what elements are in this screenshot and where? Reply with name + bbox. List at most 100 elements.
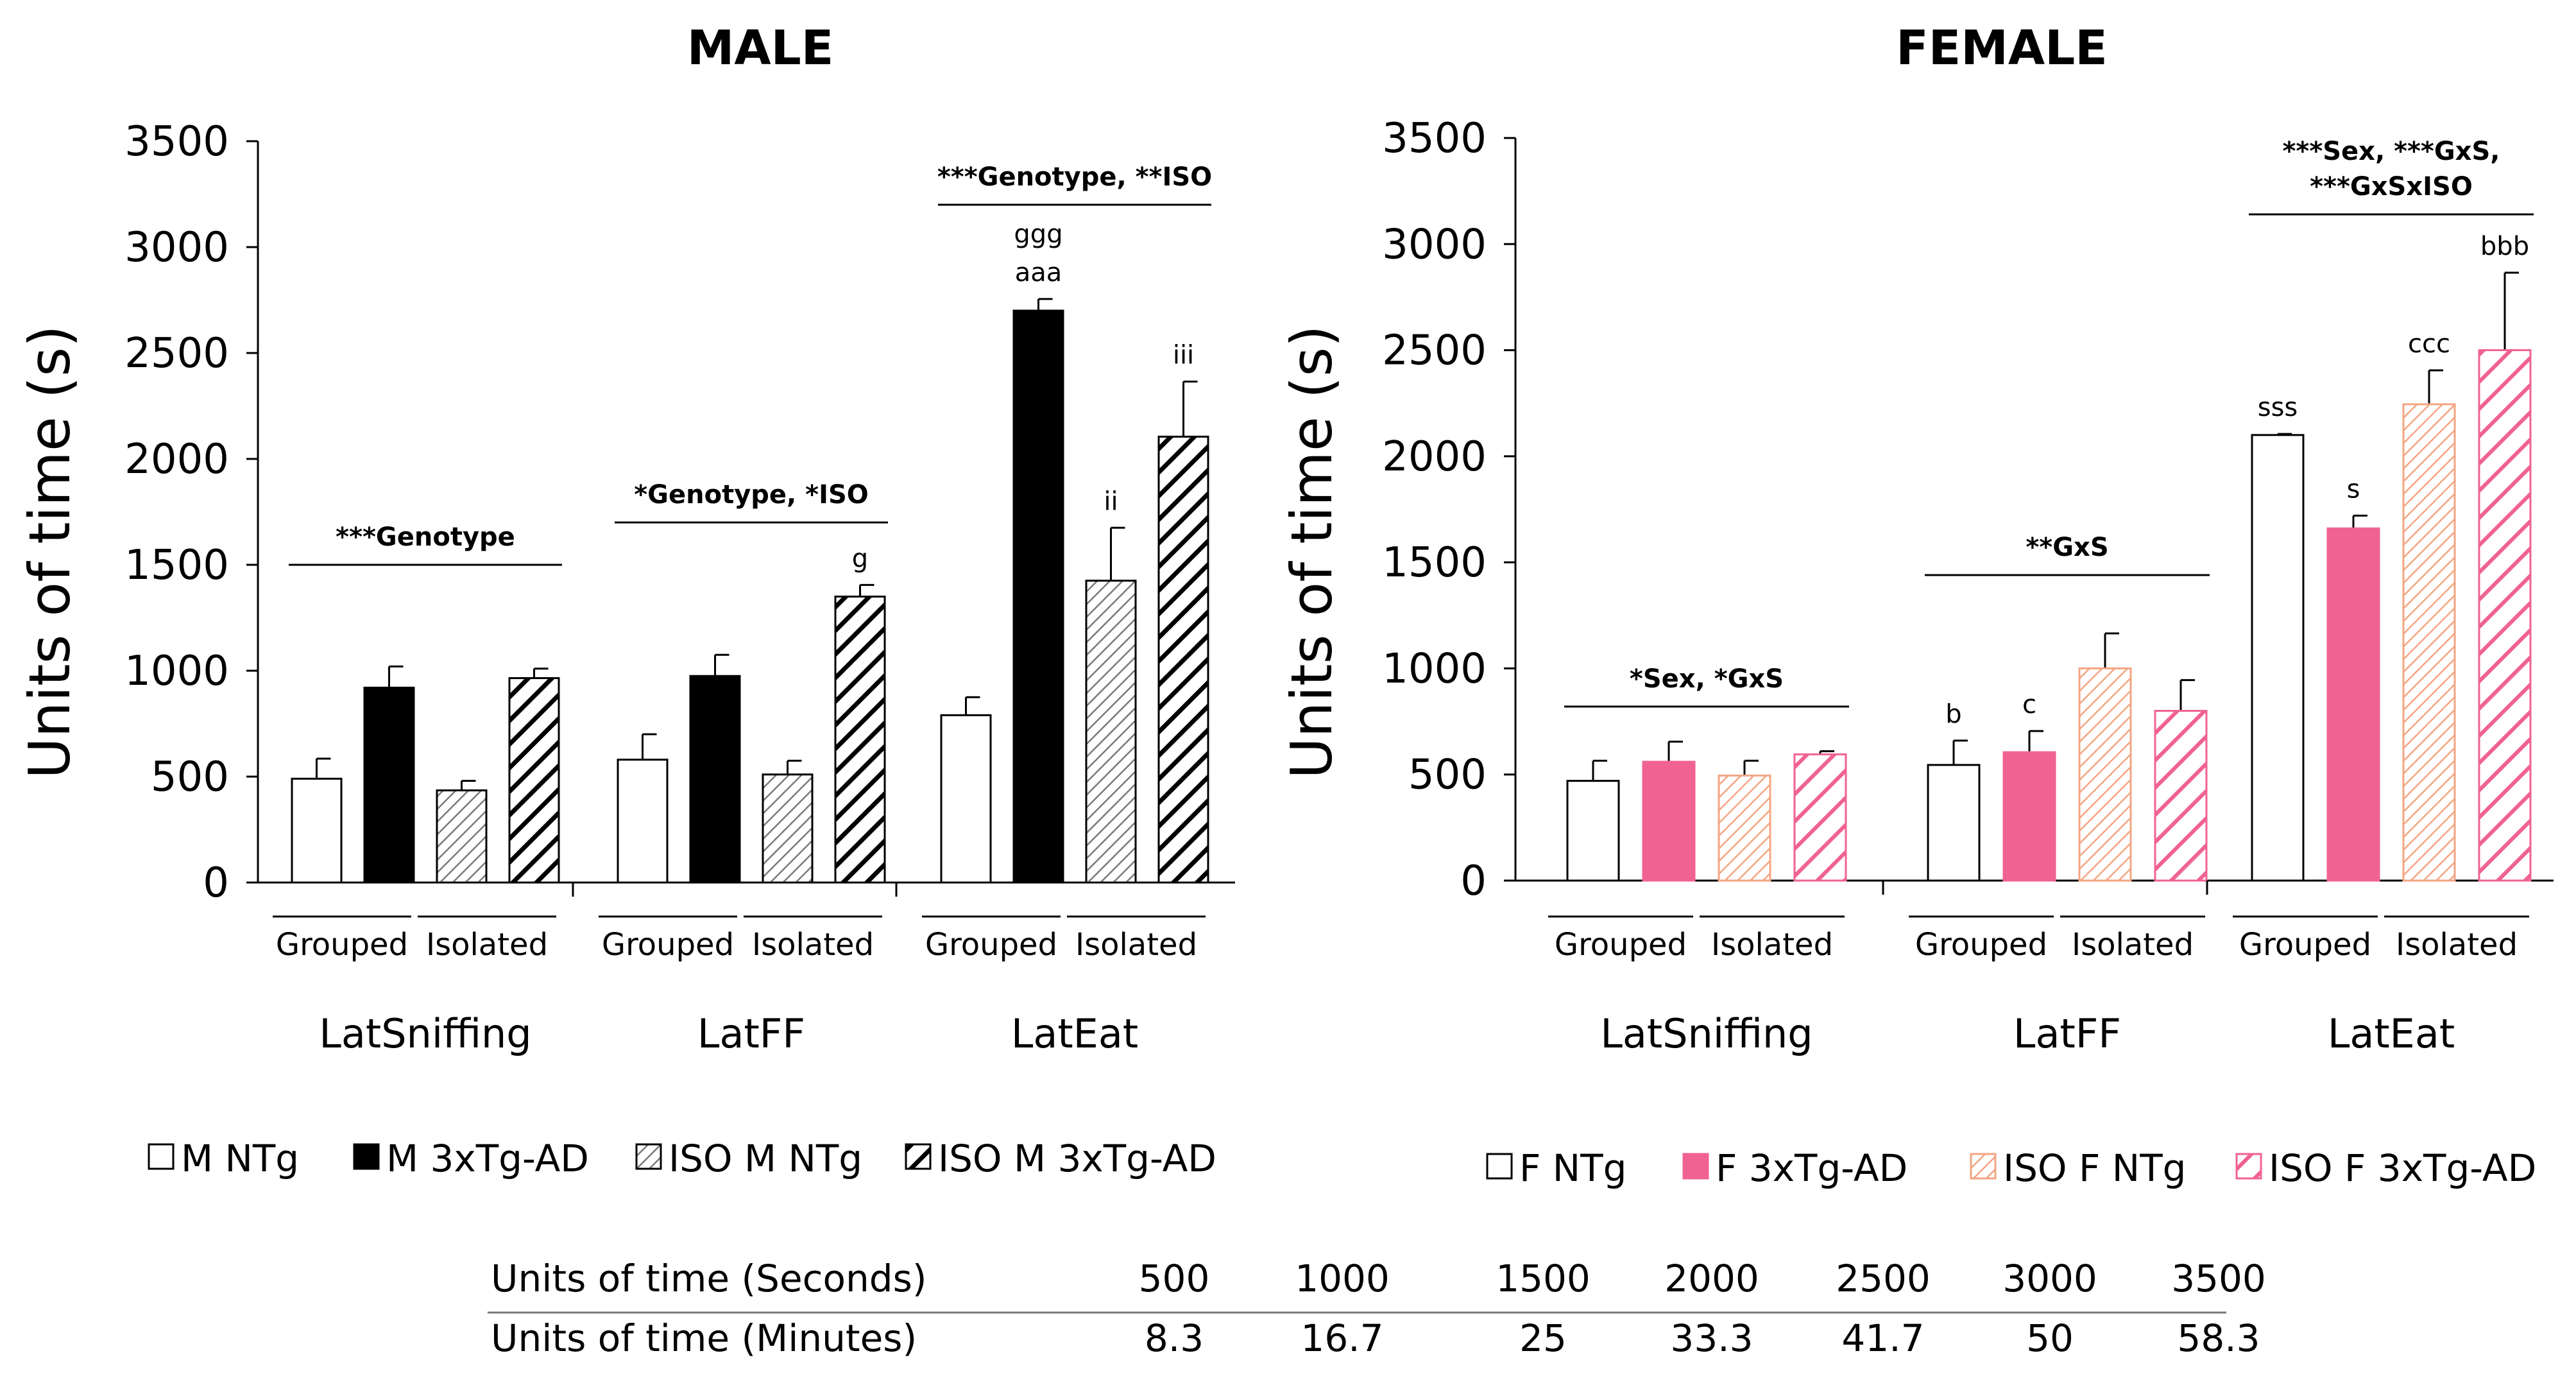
significance-letters: b bbox=[1945, 700, 1961, 729]
chart-title: MALE bbox=[687, 21, 834, 76]
y-tick-label: 1500 bbox=[124, 542, 229, 589]
stat-label: **GxS bbox=[2026, 533, 2108, 562]
significance-letters: ii bbox=[1104, 487, 1118, 516]
time-conversion-table: Units of time (Seconds) 500 1000 1500 2000 25… bbox=[488, 1257, 2266, 1360]
category-label: LatEat bbox=[1011, 1010, 1138, 1057]
bar bbox=[508, 677, 560, 884]
bar bbox=[689, 675, 741, 884]
legend: F NTg F 3xTg-AD ISO F NTg ISO F 3xTg-AD bbox=[1486, 1146, 2536, 1190]
bar bbox=[1642, 761, 1696, 882]
housing-label: Grouped bbox=[602, 927, 734, 963]
stat-label: ***Genotype, **ISO bbox=[937, 162, 1212, 192]
housing-label: Grouped bbox=[276, 927, 408, 963]
table-cell: 3500 bbox=[2171, 1257, 2266, 1300]
table-cell: 41.7 bbox=[1841, 1316, 1924, 1360]
table-cell: 58.3 bbox=[2177, 1316, 2260, 1360]
housing-label: Isolated bbox=[1711, 927, 1833, 963]
table-cell: 1500 bbox=[1496, 1257, 1591, 1300]
table-cell: 50 bbox=[2026, 1316, 2074, 1360]
legend-label: ISO F NTg bbox=[2003, 1146, 2186, 1190]
legend-swatch bbox=[148, 1143, 175, 1170]
bar bbox=[363, 686, 415, 884]
housing-label: Grouped bbox=[2239, 927, 2371, 963]
table-cell: 33.3 bbox=[1670, 1316, 1753, 1360]
group-labels: Grouped Isolated LatSniffing Grouped Isolate… bbox=[1548, 881, 2529, 1057]
significance-letters: sss bbox=[2258, 393, 2298, 422]
legend-swatch bbox=[353, 1143, 380, 1170]
stat-label: ***Genotype bbox=[336, 522, 515, 552]
significance-letters: iii bbox=[1173, 341, 1194, 370]
y-tick-label: 2500 bbox=[124, 330, 229, 377]
bar bbox=[940, 714, 992, 884]
legend-swatch bbox=[1682, 1153, 1709, 1180]
housing-label: Grouped bbox=[1915, 927, 2047, 963]
stat-label: *Genotype, *ISO bbox=[634, 480, 869, 510]
y-tick-label: 3500 bbox=[1382, 115, 1487, 162]
bar bbox=[1085, 580, 1137, 884]
table-cell: 16.7 bbox=[1301, 1316, 1383, 1360]
y-ticks: 0 500 1000 1500 2000 2500 3000 3500 bbox=[1382, 115, 1515, 905]
table-cell: 2500 bbox=[1836, 1257, 1931, 1300]
table-cell: 2000 bbox=[1664, 1257, 1759, 1300]
table-row-label: Units of time (Minutes) bbox=[491, 1316, 917, 1360]
bar bbox=[436, 789, 488, 884]
housing-label: Isolated bbox=[2072, 927, 2194, 963]
legend-label: F NTg bbox=[1519, 1146, 1626, 1190]
legend-label: M 3xTg-AD bbox=[386, 1137, 589, 1180]
bar bbox=[2326, 527, 2380, 882]
bar bbox=[1157, 435, 1209, 884]
housing-label: Isolated bbox=[2396, 927, 2518, 963]
legend-label: M NTg bbox=[181, 1137, 299, 1180]
significance-letters: bbb bbox=[2480, 232, 2529, 261]
bar bbox=[2078, 667, 2132, 882]
group-labels: Grouped Isolated LatSniffing Grouped Isolate… bbox=[273, 883, 1206, 1057]
legend-swatch bbox=[635, 1143, 662, 1170]
legend-label: ISO M NTg bbox=[669, 1137, 862, 1180]
significance-letters: aaa bbox=[1015, 258, 1062, 288]
legend-swatch bbox=[1970, 1153, 1997, 1180]
y-axis-label: Units of time (s) bbox=[17, 325, 83, 779]
bars bbox=[291, 298, 1209, 884]
housing-label: Grouped bbox=[925, 927, 1057, 963]
legend-swatch bbox=[2235, 1153, 2262, 1180]
housing-label: Isolated bbox=[752, 927, 874, 963]
y-tick-label: 2500 bbox=[1382, 327, 1487, 375]
y-tick-label: 500 bbox=[1408, 752, 1487, 799]
y-tick-label: 1000 bbox=[1382, 645, 1487, 693]
significance-letters: g bbox=[852, 544, 868, 573]
category-label: LatSniffing bbox=[319, 1010, 531, 1057]
bars bbox=[1566, 271, 2532, 882]
bar bbox=[1718, 774, 1771, 882]
y-tick-label: 3000 bbox=[1382, 221, 1487, 268]
category-label: LatEat bbox=[2328, 1010, 2455, 1057]
y-ticks: 0 500 1000 1500 2000 2500 3000 3500 bbox=[124, 118, 258, 907]
male-panel: MALE Units of time (s) 0 500 1000 1500 2000 2… bbox=[17, 21, 1235, 1180]
table-row-label: Units of time (Seconds) bbox=[491, 1257, 926, 1300]
bar bbox=[2402, 403, 2456, 882]
bar bbox=[291, 777, 343, 884]
significance-letters: ccc bbox=[2408, 329, 2450, 359]
bar bbox=[1793, 753, 1847, 882]
housing-label: Isolated bbox=[1075, 927, 1197, 963]
housing-label: Isolated bbox=[426, 927, 548, 963]
y-tick-label: 500 bbox=[151, 754, 229, 801]
bar bbox=[2154, 710, 2208, 882]
table-cell: 3000 bbox=[2002, 1257, 2097, 1300]
stat-label: ***Sex, ***GxS, bbox=[2282, 137, 2500, 166]
legend-label: ISO F 3xTg-AD bbox=[2269, 1146, 2536, 1190]
significance-letters: s bbox=[2347, 474, 2360, 504]
stat-label: ***GxSxISO bbox=[2310, 172, 2473, 202]
y-tick-label: 2000 bbox=[1382, 433, 1487, 481]
table-cell: 1000 bbox=[1295, 1257, 1390, 1300]
category-label: LatFF bbox=[697, 1010, 805, 1057]
y-tick-label: 3000 bbox=[124, 224, 229, 271]
y-tick-label: 1000 bbox=[124, 648, 229, 695]
bar bbox=[834, 596, 886, 884]
stat-label: *Sex, *GxS bbox=[1630, 664, 1784, 694]
significance-letters: ggg bbox=[1014, 220, 1062, 249]
category-label: LatFF bbox=[2013, 1010, 2121, 1057]
bar bbox=[762, 773, 814, 884]
